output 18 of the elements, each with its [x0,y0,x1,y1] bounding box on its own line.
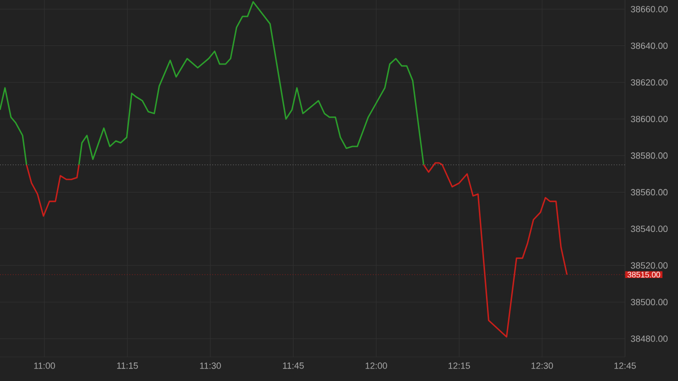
x-tick-label: 11:00 [34,362,55,369]
x-tick-label: 11:45 [283,362,304,369]
y-tick-label: 38520.00 [630,262,668,269]
y-tick-label: 38540.00 [630,226,668,232]
y-tick-label: 38580.00 [630,152,668,159]
y-tick-label: 38480.00 [630,336,668,342]
y-tick-label: 38620.00 [630,79,668,86]
y-tick-label: 38640.00 [630,42,668,49]
x-tick-label: 12:00 [366,362,388,369]
y-tick-label: 38660.00 [630,6,668,12]
x-tick-label: 12:15 [448,362,470,369]
x-tick-label: 12:45 [614,362,636,369]
x-tick-label: 11:15 [117,362,138,369]
x-tick-label: 12:30 [532,362,553,369]
y-tick-label: 38560.00 [630,189,668,196]
y-tick-label: 38500.00 [630,298,668,306]
x-tick-label: 11:30 [200,362,221,369]
y-tick-label: 38600.00 [630,116,668,122]
